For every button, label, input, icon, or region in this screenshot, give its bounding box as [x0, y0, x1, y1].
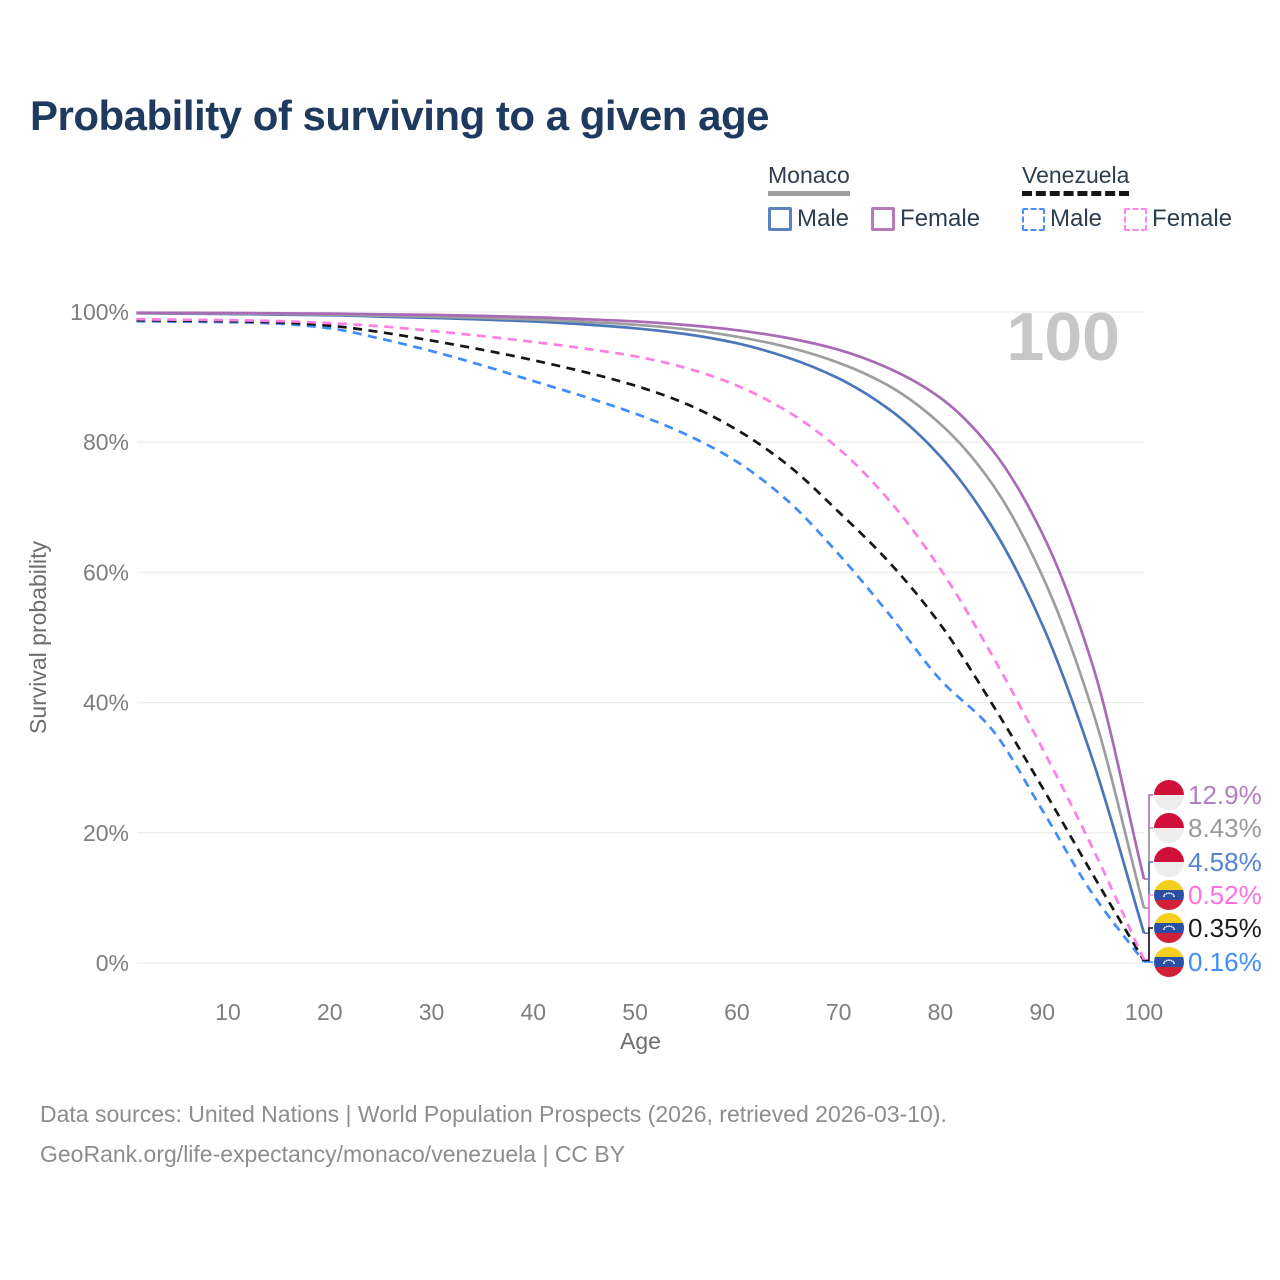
legend-group-venezuela: Venezuela Male Female — [1022, 162, 1232, 233]
venezuela-male-swatch-icon — [1022, 207, 1045, 231]
x-tick-label: 80 — [928, 999, 954, 1025]
curve-monaco-male[interactable] — [136, 311, 1146, 934]
venezuela-flag-icon — [1154, 913, 1184, 943]
curve-monaco-female[interactable] — [136, 311, 1146, 880]
y-tick-label: 40% — [83, 690, 129, 716]
monaco-female-swatch-icon — [871, 207, 896, 231]
x-tick-label: 100 — [1125, 999, 1163, 1025]
x-tick-label: 30 — [419, 999, 445, 1025]
legend-heading-monaco: Monaco — [768, 162, 850, 196]
end-value-label: 12.9% — [1188, 780, 1262, 810]
curve-monaco-both-sexes[interactable] — [136, 311, 1146, 909]
footer-line-1: Data sources: United Nations | World Pop… — [40, 1101, 947, 1127]
legend-item-venezuela-female[interactable]: Female — [1124, 205, 1232, 233]
monaco-flag-icon — [1154, 813, 1184, 843]
end-label-connector — [1144, 927, 1153, 962]
curve-venezuela-both-sexes[interactable] — [136, 318, 1146, 962]
y-tick-label: 100% — [70, 299, 129, 325]
page-title: Probability of surviving to a given age — [30, 92, 769, 139]
legend-item-monaco-male[interactable]: Male — [768, 205, 849, 233]
legend-item-label: Male — [1050, 205, 1103, 232]
legend-item-label: Female — [1152, 205, 1233, 232]
monaco-male-swatch-icon — [768, 207, 792, 231]
y-tick-label: 60% — [83, 559, 129, 585]
end-value-label: 8.43% — [1188, 813, 1262, 843]
y-tick-label: 0% — [96, 950, 129, 976]
end-value-label: 0.16% — [1188, 947, 1262, 977]
x-tick-label: 20 — [317, 999, 343, 1025]
y-axis-title: Survival probability — [25, 540, 51, 734]
x-tick-label: 70 — [826, 999, 852, 1025]
legend-group-monaco: Monaco Male Female — [768, 162, 980, 233]
venezuela-flag-icon — [1154, 947, 1184, 977]
legend-item-venezuela-male[interactable]: Male — [1022, 205, 1102, 233]
x-axis-title: Age — [620, 1028, 661, 1054]
monaco-flag-icon — [1154, 847, 1184, 877]
venezuela-flag-icon — [1154, 880, 1184, 910]
y-tick-label: 80% — [83, 429, 129, 455]
x-tick-label: 50 — [622, 999, 648, 1025]
curve-venezuela-female[interactable] — [136, 317, 1146, 961]
end-value-label: 0.35% — [1188, 913, 1262, 943]
end-value-label: 4.58% — [1188, 847, 1262, 877]
venezuela-female-swatch-icon — [1124, 207, 1148, 231]
legend-item-label: Female — [900, 205, 981, 232]
end-value-label: 0.52% — [1188, 880, 1262, 910]
monaco-flag-icon — [1154, 780, 1184, 810]
curve-venezuela-male[interactable] — [136, 319, 1146, 963]
hover-age-watermark: 100 — [1007, 299, 1120, 375]
footer-line-2: GeoRank.org/life-expectancy/monaco/venez… — [40, 1141, 626, 1167]
y-tick-label: 20% — [83, 820, 129, 846]
data-source-footer: Data sources: United Nations | World Pop… — [40, 1094, 947, 1174]
x-tick-label: 90 — [1029, 999, 1055, 1025]
x-tick-label: 60 — [724, 999, 750, 1025]
legend-item-monaco-female[interactable]: Female — [871, 205, 980, 233]
x-tick-label: 40 — [521, 999, 547, 1025]
legend-item-label: Male — [797, 205, 850, 232]
legend-heading-venezuela: Venezuela — [1022, 162, 1130, 196]
x-tick-label: 10 — [215, 999, 241, 1025]
